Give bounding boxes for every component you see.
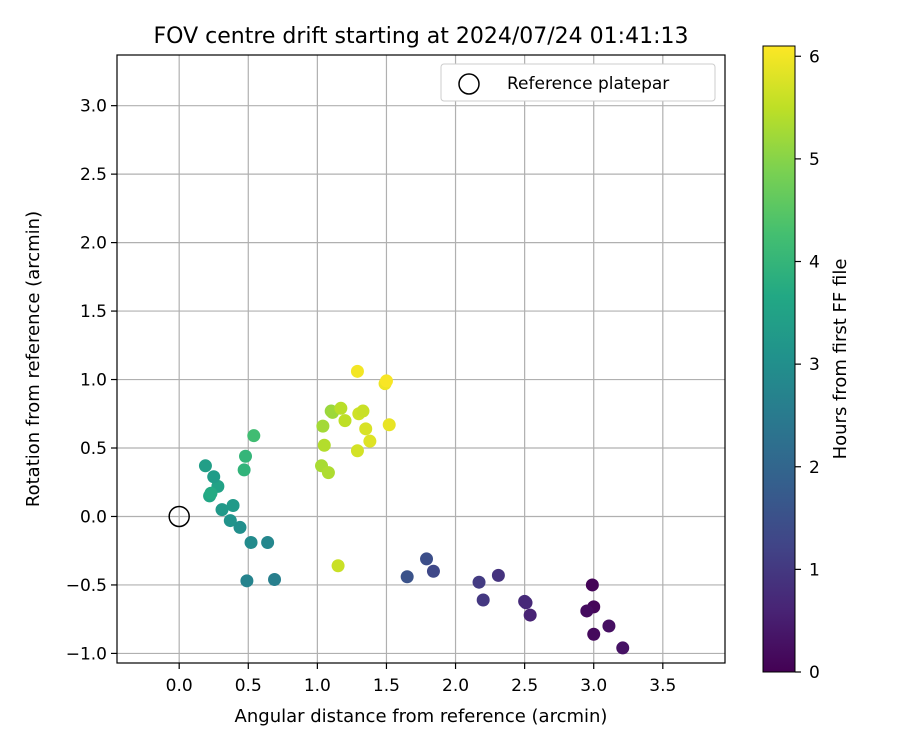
- plot-frame: [116, 54, 726, 664]
- data-point: [379, 374, 393, 388]
- data-point: [356, 404, 370, 418]
- data-point: [204, 486, 218, 500]
- data-point: [215, 503, 229, 517]
- x-tick-label: 1.0: [304, 676, 331, 696]
- chart-title: FOV centre drift starting at 2024/07/24 …: [154, 24, 689, 49]
- x-tick-label: 3.0: [580, 676, 607, 696]
- y-tick-label: 3.0: [80, 97, 107, 117]
- colorbar-ticks: 0 1 2 3 4 5 6: [795, 47, 820, 683]
- data-point: [363, 434, 377, 448]
- data-point: [382, 418, 396, 432]
- y-axis-label: Rotation from reference (arcmin): [23, 211, 44, 507]
- data-point: [476, 593, 490, 607]
- data-point: [519, 596, 533, 610]
- data-point: [585, 578, 599, 592]
- y-tick-label: 2.0: [80, 234, 107, 254]
- colorbar-tick-label: 4: [809, 253, 820, 273]
- colorbar-tick-label: 3: [809, 355, 820, 375]
- colorbar-label: Hours from first FF file: [830, 259, 851, 460]
- grid-lines: [117, 55, 725, 663]
- y-tick-label: 0.0: [80, 507, 107, 527]
- data-point: [331, 559, 345, 573]
- data-point: [523, 608, 537, 622]
- y-tick-label: 1.0: [80, 371, 107, 391]
- x-axis-ticks: 0.0 0.5 1.0 1.5 2.0 2.5 3.0 3.5: [166, 663, 676, 696]
- data-point: [244, 535, 258, 549]
- data-point: [338, 414, 352, 428]
- data-point: [268, 572, 282, 586]
- data-point: [247, 429, 261, 443]
- data-point: [491, 568, 505, 582]
- data-point: [239, 449, 253, 463]
- data-point: [198, 459, 212, 473]
- data-point: [602, 619, 616, 633]
- data-point: [400, 570, 414, 584]
- legend: Reference platepar: [440, 63, 716, 102]
- legend-box: [440, 63, 716, 102]
- data-point: [472, 575, 486, 589]
- data-point: [321, 466, 335, 480]
- x-axis-label: Angular distance from reference (arcmin): [235, 706, 608, 727]
- data-point: [350, 444, 364, 458]
- y-tick-label: 2.5: [80, 165, 107, 185]
- x-tick-label: 3.5: [649, 676, 676, 696]
- y-tick-label: 0.5: [80, 439, 107, 459]
- colorbar-tick-label: 2: [809, 458, 820, 478]
- data-point: [350, 364, 364, 378]
- data-point: [580, 604, 594, 618]
- x-tick-label: 1.5: [373, 676, 400, 696]
- data-point: [587, 627, 601, 641]
- data-point: [317, 438, 331, 452]
- y-tick-label: −1.0: [66, 644, 107, 664]
- data-point: [261, 535, 275, 549]
- colorbar-gradient: [762, 45, 796, 673]
- data-point: [226, 499, 240, 513]
- data-point: [426, 564, 440, 578]
- data-point: [223, 514, 237, 528]
- data-point: [316, 419, 330, 433]
- colorbar: 0 1 2 3 4 5 6 Hours from first FF file: [762, 45, 851, 683]
- colorbar-tick-label: 1: [809, 560, 820, 580]
- y-tick-label: −0.5: [66, 576, 107, 596]
- y-tick-label: 1.5: [80, 302, 107, 322]
- data-point: [359, 422, 373, 436]
- data-point: [334, 401, 348, 415]
- colorbar-tick-label: 0: [809, 663, 820, 683]
- data-point: [420, 552, 434, 566]
- reference-marker: [168, 505, 190, 528]
- colorbar-tick-label: 5: [809, 150, 820, 170]
- data-point: [240, 574, 254, 588]
- data-points: [198, 364, 630, 655]
- x-tick-label: 0.0: [166, 676, 193, 696]
- data-point: [616, 641, 630, 655]
- data-point: [237, 463, 251, 477]
- x-tick-label: 2.0: [442, 676, 469, 696]
- x-tick-label: 0.5: [235, 676, 262, 696]
- y-axis-ticks: −1.0 −0.5 0.0 0.5 1.0 1.5 2.0 2.5 3.0: [66, 97, 117, 664]
- x-tick-label: 2.5: [511, 676, 538, 696]
- legend-label: Reference platepar: [507, 74, 669, 94]
- legend-marker-icon: [458, 73, 480, 95]
- colorbar-tick-label: 6: [809, 47, 820, 67]
- data-point: [233, 520, 247, 534]
- data-point: [207, 470, 221, 484]
